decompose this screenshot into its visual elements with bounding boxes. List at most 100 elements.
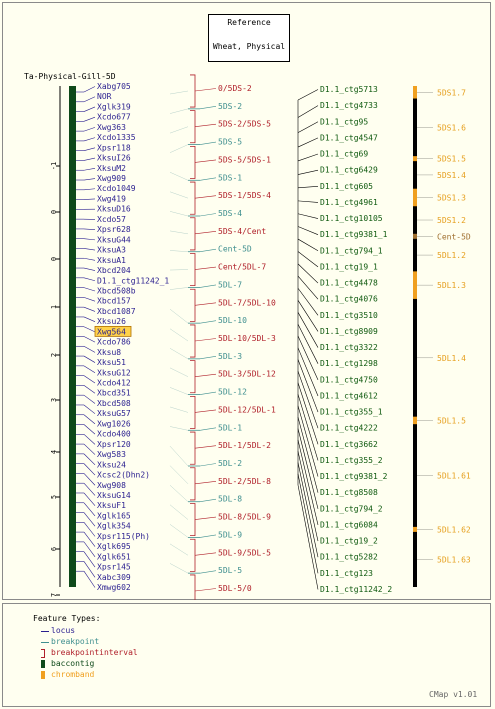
contig-label[interactable]: D1.1_ctg95 xyxy=(320,117,368,126)
locus-label[interactable]: XksuG12 xyxy=(97,368,131,377)
chromband-label[interactable]: 5DS1.4 xyxy=(437,171,466,180)
locus-label[interactable]: Xwg564 xyxy=(97,327,126,336)
locus-label[interactable]: D1.1_ctg11242_1 xyxy=(97,276,169,285)
chromband-label[interactable]: 5DS1.2 xyxy=(437,216,466,225)
locus-label[interactable]: Xcdo677 xyxy=(97,113,131,122)
locus-label[interactable]: XksuA3 xyxy=(97,246,126,255)
contig-label[interactable]: D1.1_ctg4478 xyxy=(320,279,378,288)
contig-label[interactable]: D1.1_ctg19_2 xyxy=(320,537,378,546)
chromband-label[interactable]: 5DS1.5 xyxy=(437,155,466,164)
locus-label[interactable]: XksuA1 xyxy=(97,256,126,265)
chromband-label[interactable]: 5DL1.62 xyxy=(437,525,471,534)
bin-breakpoint-label[interactable]: 5DS-1 xyxy=(218,173,242,182)
chromband-label[interactable]: 5DL1.63 xyxy=(437,555,471,564)
locus-label[interactable]: Xbcd204 xyxy=(97,266,131,275)
chromband-label[interactable]: 5DS1.6 xyxy=(437,123,466,132)
locus-label[interactable]: Xcdo786 xyxy=(97,338,131,347)
bin-interval-label[interactable]: 5DL-12/5DL-1 xyxy=(218,405,276,414)
locus-label[interactable]: Xcdo57 xyxy=(97,215,126,224)
locus-label[interactable]: Xcdo1335 xyxy=(97,133,136,142)
contig-label[interactable]: D1.1_ctg605 xyxy=(320,182,373,191)
locus-label[interactable]: Xglk651 xyxy=(97,552,131,561)
locus-label[interactable]: Xcdo400 xyxy=(97,430,131,439)
contig-label[interactable]: D1.1_ctg9381_1 xyxy=(320,230,388,239)
locus-label[interactable]: Xpsr118 xyxy=(97,143,131,152)
locus-label[interactable]: Xglk695 xyxy=(97,542,131,551)
bin-breakpoint-label[interactable]: 5DS-4 xyxy=(218,209,242,218)
locus-label[interactable]: Xwg1026 xyxy=(97,419,131,428)
locus-label[interactable]: Xwg908 xyxy=(97,481,126,490)
contig-label[interactable]: D1.1_ctg123 xyxy=(320,569,373,578)
locus-label[interactable]: XksuG57 xyxy=(97,409,131,418)
contig-label[interactable]: D1.1_ctg355_1 xyxy=(320,408,383,417)
bin-interval-label[interactable]: Cent/5DL-7 xyxy=(218,263,266,272)
bin-breakpoint-label[interactable]: 5DL-7 xyxy=(218,280,242,289)
bin-breakpoint-label[interactable]: 5DL-5 xyxy=(218,566,242,575)
chromband-segment[interactable] xyxy=(413,416,417,425)
bin-breakpoint-label[interactable]: 5DS-5 xyxy=(218,138,242,147)
chromosome-ideogram[interactable] xyxy=(413,86,417,587)
contig-label[interactable]: D1.1_ctg9381_2 xyxy=(320,472,388,481)
bin-breakpoint-label[interactable]: 5DL-12 xyxy=(218,388,247,397)
contig-label[interactable]: D1.1_ctg3322 xyxy=(320,343,378,352)
contig-label[interactable]: D1.1_ctg19_1 xyxy=(320,262,378,271)
locus-label[interactable]: Xpsr628 xyxy=(97,225,131,234)
bin-interval-label[interactable]: 5DL-2/5DL-8 xyxy=(218,477,271,486)
contig-label[interactable]: D1.1_ctg6429 xyxy=(320,166,378,175)
contig-label[interactable]: D1.1_ctg4222 xyxy=(320,424,378,433)
locus-label[interactable]: Xwg419 xyxy=(97,194,126,203)
locus-label[interactable]: Xbcd351 xyxy=(97,389,131,398)
locus-label[interactable]: Xksu8 xyxy=(97,348,121,357)
locus-label[interactable]: Xglk354 xyxy=(97,522,131,531)
bin-interval-label[interactable]: 5DS-1/5DS-4 xyxy=(218,191,271,200)
contig-label[interactable]: D1.1_ctg4961 xyxy=(320,198,378,207)
contig-label[interactable]: D1.1_ctg4733 xyxy=(320,101,378,110)
map-title[interactable]: Ta-Physical-Gill-5D xyxy=(24,72,116,81)
locus-map-bar[interactable] xyxy=(69,86,76,587)
locus-label[interactable]: Xglk165 xyxy=(97,511,131,520)
locus-label[interactable]: Xwg583 xyxy=(97,450,126,459)
locus-label[interactable]: Xksu26 xyxy=(97,317,126,326)
contig-label[interactable]: D1.1_ctg69 xyxy=(320,150,368,159)
contig-label[interactable]: D1.1_ctg355_2 xyxy=(320,456,383,465)
locus-label[interactable]: XksuF1 xyxy=(97,501,126,510)
contig-label[interactable]: D1.1_ctg8909 xyxy=(320,327,378,336)
contig-label[interactable]: D1.1_ctg4076 xyxy=(320,295,378,304)
locus-label[interactable]: Xabc309 xyxy=(97,573,131,582)
bin-interval-label[interactable]: 5DS-4/Cent xyxy=(218,227,266,236)
contig-label[interactable]: D1.1_ctg11242_2 xyxy=(320,585,392,594)
bin-interval-label[interactable]: 5DL-5/0 xyxy=(218,584,252,593)
bin-breakpoint-label[interactable]: 5DL-1 xyxy=(218,423,242,432)
bin-interval-label[interactable]: 0/5DS-2 xyxy=(218,84,252,93)
contig-label[interactable]: D1.1_ctg8508 xyxy=(320,488,378,497)
bin-breakpoint-label[interactable]: 5DL-9 xyxy=(218,530,242,539)
locus-label[interactable]: Xpsr120 xyxy=(97,440,131,449)
locus-label[interactable]: XksuI26 xyxy=(97,154,131,163)
chromband-label[interactable]: 5DL1.4 xyxy=(437,354,466,363)
contig-label[interactable]: D1.1_ctg4612 xyxy=(320,391,378,400)
bin-interval-label[interactable]: 5DS-5/5DS-1 xyxy=(218,155,271,164)
chromband-label[interactable]: Cent-5D xyxy=(437,232,471,241)
locus-label[interactable]: Xksu24 xyxy=(97,460,126,469)
chromband-segment[interactable] xyxy=(413,233,417,239)
bin-breakpoint-label[interactable]: Cent-5D xyxy=(218,245,252,254)
contig-label[interactable]: D1.1_ctg794_2 xyxy=(320,504,383,513)
reference-header-box[interactable]: Reference Wheat, Physical xyxy=(208,14,290,62)
locus-label[interactable]: Xpsr145 xyxy=(97,563,131,572)
locus-label[interactable]: NOR xyxy=(97,92,112,101)
chromband-label[interactable]: 5DS1.7 xyxy=(437,88,466,97)
locus-label[interactable]: Xpsr115(Ph) xyxy=(97,532,150,541)
locus-label[interactable]: Xbcd1087 xyxy=(97,307,136,316)
locus-label[interactable]: Xcdo1049 xyxy=(97,184,136,193)
contig-label[interactable]: D1.1_ctg4750 xyxy=(320,375,378,384)
locus-label[interactable]: XksuG14 xyxy=(97,491,131,500)
chromband-segment[interactable] xyxy=(413,86,417,99)
chromband-label[interactable]: 5DL1.5 xyxy=(437,416,466,425)
locus-label[interactable]: Xcsc2(Dhn2) xyxy=(97,471,150,480)
bin-interval-label[interactable]: 5DL-3/5DL-12 xyxy=(218,370,276,379)
bin-breakpoint-label[interactable]: 5DL-8 xyxy=(218,495,242,504)
bin-interval-label[interactable]: 5DL-7/5DL-10 xyxy=(218,298,276,307)
bin-breakpoint-label[interactable]: 5DS-2 xyxy=(218,102,242,111)
chromband-segment[interactable] xyxy=(413,526,417,532)
locus-label[interactable]: Xwg363 xyxy=(97,123,126,132)
